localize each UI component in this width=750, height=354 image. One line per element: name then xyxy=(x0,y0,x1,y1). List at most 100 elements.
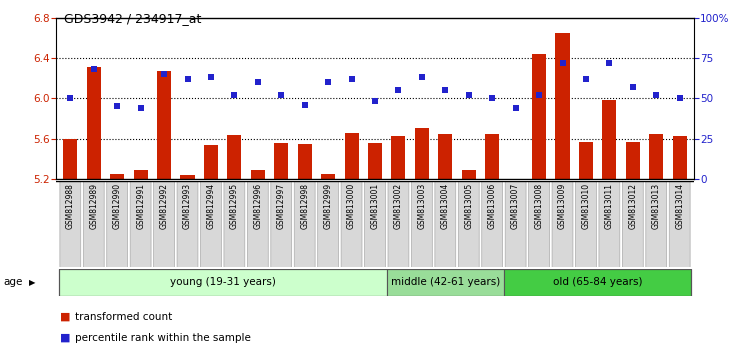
Point xyxy=(135,105,147,111)
Bar xyxy=(227,136,242,179)
Point xyxy=(369,99,381,104)
Text: GSM812997: GSM812997 xyxy=(277,183,286,229)
Text: GSM812988: GSM812988 xyxy=(66,183,75,229)
FancyBboxPatch shape xyxy=(506,180,526,268)
Text: GSM813011: GSM813011 xyxy=(604,183,613,229)
Text: GSM812992: GSM812992 xyxy=(160,183,169,229)
Bar xyxy=(415,129,429,179)
FancyBboxPatch shape xyxy=(599,180,619,268)
Text: middle (42-61 years): middle (42-61 years) xyxy=(391,277,500,287)
FancyBboxPatch shape xyxy=(458,180,479,268)
Bar xyxy=(650,135,663,179)
Text: percentile rank within the sample: percentile rank within the sample xyxy=(75,333,250,343)
Bar xyxy=(462,170,476,179)
Bar xyxy=(673,137,687,179)
FancyBboxPatch shape xyxy=(106,180,128,268)
Bar xyxy=(58,269,387,296)
Text: old (65-84 years): old (65-84 years) xyxy=(553,277,643,287)
FancyBboxPatch shape xyxy=(318,180,338,268)
Text: GSM813012: GSM813012 xyxy=(628,183,638,229)
Text: GSM813000: GSM813000 xyxy=(347,183,356,229)
Text: GSM812996: GSM812996 xyxy=(254,183,262,229)
Point xyxy=(440,87,452,93)
Text: GSM812993: GSM812993 xyxy=(183,183,192,229)
FancyBboxPatch shape xyxy=(482,180,502,268)
Point xyxy=(64,96,76,101)
Point xyxy=(322,79,334,85)
Bar xyxy=(298,143,312,179)
Text: GSM813007: GSM813007 xyxy=(512,183,520,229)
Text: GSM812991: GSM812991 xyxy=(136,183,146,229)
Point xyxy=(205,74,217,80)
Point xyxy=(111,103,123,109)
Point xyxy=(533,92,545,98)
Bar xyxy=(626,142,640,179)
Point xyxy=(298,102,310,108)
Text: GSM812990: GSM812990 xyxy=(112,183,122,229)
Text: young (19-31 years): young (19-31 years) xyxy=(170,277,275,287)
Point xyxy=(486,96,498,101)
Bar xyxy=(321,174,335,179)
Point xyxy=(650,92,662,98)
FancyBboxPatch shape xyxy=(224,180,245,268)
Point xyxy=(416,74,428,80)
Text: GSM813013: GSM813013 xyxy=(652,183,661,229)
FancyBboxPatch shape xyxy=(271,180,292,268)
Point xyxy=(346,76,358,82)
Point xyxy=(392,87,404,93)
Point xyxy=(510,105,522,111)
Bar xyxy=(157,71,171,179)
FancyBboxPatch shape xyxy=(529,180,550,268)
FancyBboxPatch shape xyxy=(248,180,268,268)
Text: ■: ■ xyxy=(60,312,70,322)
FancyBboxPatch shape xyxy=(364,180,386,268)
Bar xyxy=(504,269,692,296)
Text: ■: ■ xyxy=(60,333,70,343)
Text: age: age xyxy=(4,277,23,287)
FancyBboxPatch shape xyxy=(294,180,315,268)
Bar xyxy=(387,269,504,296)
Bar xyxy=(368,143,382,179)
Bar xyxy=(274,143,288,179)
Text: GSM813014: GSM813014 xyxy=(675,183,684,229)
Text: GSM813001: GSM813001 xyxy=(370,183,380,229)
FancyBboxPatch shape xyxy=(552,180,573,268)
Text: GSM813002: GSM813002 xyxy=(394,183,403,229)
Text: GSM813006: GSM813006 xyxy=(488,183,496,229)
Point xyxy=(556,60,568,65)
Text: GSM813008: GSM813008 xyxy=(535,183,544,229)
Text: GSM813005: GSM813005 xyxy=(464,183,473,229)
FancyBboxPatch shape xyxy=(669,180,690,268)
Bar xyxy=(485,135,500,179)
Bar xyxy=(87,67,100,179)
FancyBboxPatch shape xyxy=(388,180,409,268)
Bar xyxy=(204,144,218,179)
Text: GSM812995: GSM812995 xyxy=(230,183,238,229)
Text: GSM812999: GSM812999 xyxy=(323,183,332,229)
Point xyxy=(603,60,615,65)
FancyBboxPatch shape xyxy=(622,180,644,268)
FancyBboxPatch shape xyxy=(154,180,175,268)
Point xyxy=(228,92,240,98)
Text: GSM812989: GSM812989 xyxy=(89,183,98,229)
FancyBboxPatch shape xyxy=(412,180,432,268)
Point xyxy=(463,92,475,98)
Bar xyxy=(438,135,452,179)
Text: GSM812994: GSM812994 xyxy=(206,183,215,229)
FancyBboxPatch shape xyxy=(130,180,151,268)
Bar xyxy=(532,54,546,179)
Text: GSM813004: GSM813004 xyxy=(441,183,450,229)
Bar xyxy=(134,170,148,179)
Text: GSM813009: GSM813009 xyxy=(558,183,567,229)
FancyBboxPatch shape xyxy=(200,180,221,268)
Point xyxy=(88,67,100,72)
Text: GSM813010: GSM813010 xyxy=(581,183,590,229)
Point xyxy=(627,84,639,90)
Bar xyxy=(110,174,125,179)
Bar xyxy=(602,100,616,179)
FancyBboxPatch shape xyxy=(646,180,667,268)
Text: transformed count: transformed count xyxy=(75,312,172,322)
Point xyxy=(252,79,264,85)
FancyBboxPatch shape xyxy=(60,180,81,268)
Bar xyxy=(63,138,77,179)
